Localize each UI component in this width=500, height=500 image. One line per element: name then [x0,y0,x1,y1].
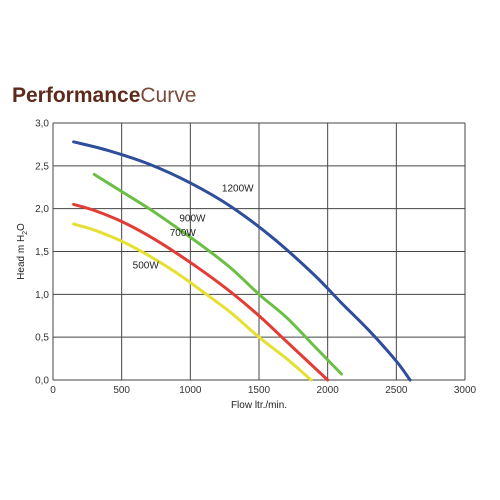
y-tick-label: 0,0 [35,376,49,387]
chart-title-bold: Performance [12,84,141,107]
series-label-500W: 500W [133,261,160,272]
x-tick-label: 3000 [454,385,477,396]
y-tick-label: 2,0 [35,204,49,215]
series-line-1200W [72,140,412,382]
series-lines [72,140,412,382]
y-axis-label-main: Head m H [16,235,27,280]
chart-title: PerformanceCurve [12,84,196,108]
x-tick-label: 1000 [179,385,202,396]
y-tick-label: 1,5 [35,247,49,258]
series-line-500W [72,222,313,382]
y-tick-label: 0,5 [35,333,49,344]
series-line-700W [72,202,330,382]
series-labels: 1200W 900W 700W 500W [133,184,255,272]
series-label-1200W: 1200W [222,184,254,195]
x-axis-label: Flow ltr./min. [231,400,287,411]
chart-title-light: Curve [140,84,197,107]
y-axis-label-sub: 2 [22,231,29,235]
y-axis-label: Head m H2O [16,223,29,280]
y-tick-label: 1,0 [35,290,49,301]
series-label-900W: 900W [179,214,206,225]
x-tick-label: 500 [113,385,130,396]
series-line-900W [92,172,343,376]
x-tick-label: 1500 [248,385,271,396]
y-tick-label: 2,5 [35,161,49,172]
y-axis-label-end: O [16,223,27,231]
x-tick-label: 2000 [317,385,340,396]
series-label-700W: 700W [170,228,197,239]
grid [52,122,466,381]
x-tick-label: 0 [50,385,56,396]
x-tick-label: 2500 [385,385,408,396]
tick-labels: 0 500 1000 1500 2000 2500 3000 0,0 0,5 1,0 1,5 2,0 2… [35,119,476,397]
y-tick-label: 3,0 [35,119,49,130]
